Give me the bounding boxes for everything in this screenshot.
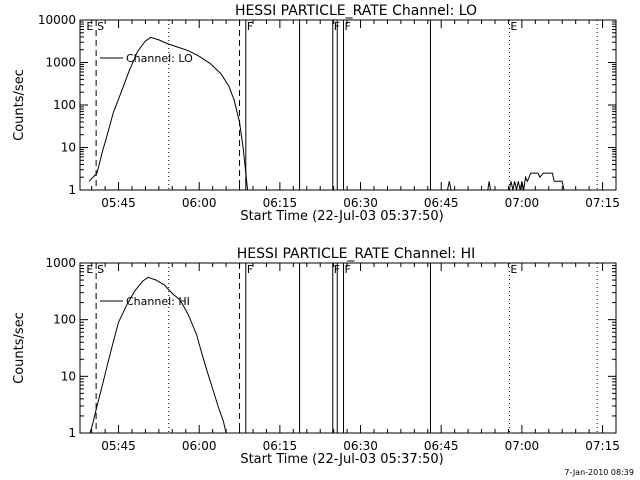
plot-2-xtick-label: 06:45 — [424, 439, 459, 453]
plot-2-title: HESSI PARTICLE_RATE Channel: HI — [237, 246, 475, 262]
plot-2-xtick-label: 06:15 — [263, 439, 298, 453]
plot-2-xtick-label: 07:15 — [585, 439, 620, 453]
plot-1-xtick-label: 07:15 — [585, 196, 620, 210]
plot-2-legend-label: Channel: HI — [126, 295, 190, 308]
plot-1-xtick-label: 05:45 — [101, 196, 136, 210]
plot-1-xlabel: Start Time (22-Jul-03 05:37:50) — [240, 209, 443, 224]
plot-2-flag: F — [345, 263, 351, 276]
plot-2-frame — [79, 262, 617, 434]
plot-2: HESSI PARTICLE_RATE Channel: HI Start Tim… — [12, 246, 620, 467]
plot-2-series-1 — [89, 276, 227, 434]
plot-1-flag: F — [334, 20, 340, 33]
plot-1-ytick-label: 10 — [61, 141, 76, 155]
plot-1-flag: E — [510, 20, 517, 33]
plot-1-xtick-label: 07:00 — [505, 196, 540, 210]
plot-1-title: HESSI PARTICLE_RATE Channel: LO — [235, 3, 477, 19]
plot-1-xtick-label: 06:30 — [343, 196, 378, 210]
plot-1-xtick-label: 06:45 — [424, 196, 459, 210]
plot-1-series-2 — [447, 172, 565, 191]
plot-1-ytick-label: 1 — [68, 183, 76, 197]
plot-1-flag: S — [97, 20, 104, 33]
plot-1-ytick-label: 10000 — [38, 13, 76, 27]
plot-2-ytick-label: 1000 — [45, 256, 76, 270]
plot-1-flag: E — [86, 20, 93, 33]
plot-1-xtick-label: 06:00 — [182, 196, 217, 210]
plot-2-flag: E — [510, 263, 517, 276]
plot-2-ytick-label: 100 — [53, 313, 76, 327]
plot-2-ylabel: Counts/sec — [12, 312, 27, 384]
plot-1-flag: F — [247, 20, 253, 33]
plot-2-xlabel: Start Time (22-Jul-03 05:37:50) — [240, 452, 443, 467]
plot-2-xtick-label: 06:30 — [343, 439, 378, 453]
plot-2-flag: S — [97, 263, 104, 276]
plot-2-flag: E — [86, 263, 93, 276]
plot-1-ylabel: Counts/sec — [12, 69, 27, 141]
plot-2-flag: F — [334, 263, 340, 276]
plot-1-xtick-label: 06:15 — [263, 196, 298, 210]
plot-1-flag: F — [345, 20, 351, 33]
plot-2-xtick-label: 05:45 — [101, 439, 136, 453]
plot-1-ytick-label: 1000 — [45, 56, 76, 70]
plot-1: HESSI PARTICLE_RATE Channel: LO Start Tim… — [12, 3, 620, 224]
plot-2-ytick-label: 10 — [61, 369, 76, 383]
plot-2-xtick-label: 07:00 — [505, 439, 540, 453]
footer-timestamp: 7-Jan-2010 08:39 — [564, 468, 634, 477]
plot-2-xtick-label: 06:00 — [182, 439, 217, 453]
plot-2-ytick-label: 1 — [68, 426, 76, 440]
plot-1-legend-label: Channel: LO — [126, 52, 193, 65]
plot-1-ytick-label: 100 — [53, 98, 76, 112]
plot-1-series-1 — [88, 36, 249, 191]
plot-1-frame — [79, 19, 617, 191]
plot-2-flag: F — [247, 263, 253, 276]
